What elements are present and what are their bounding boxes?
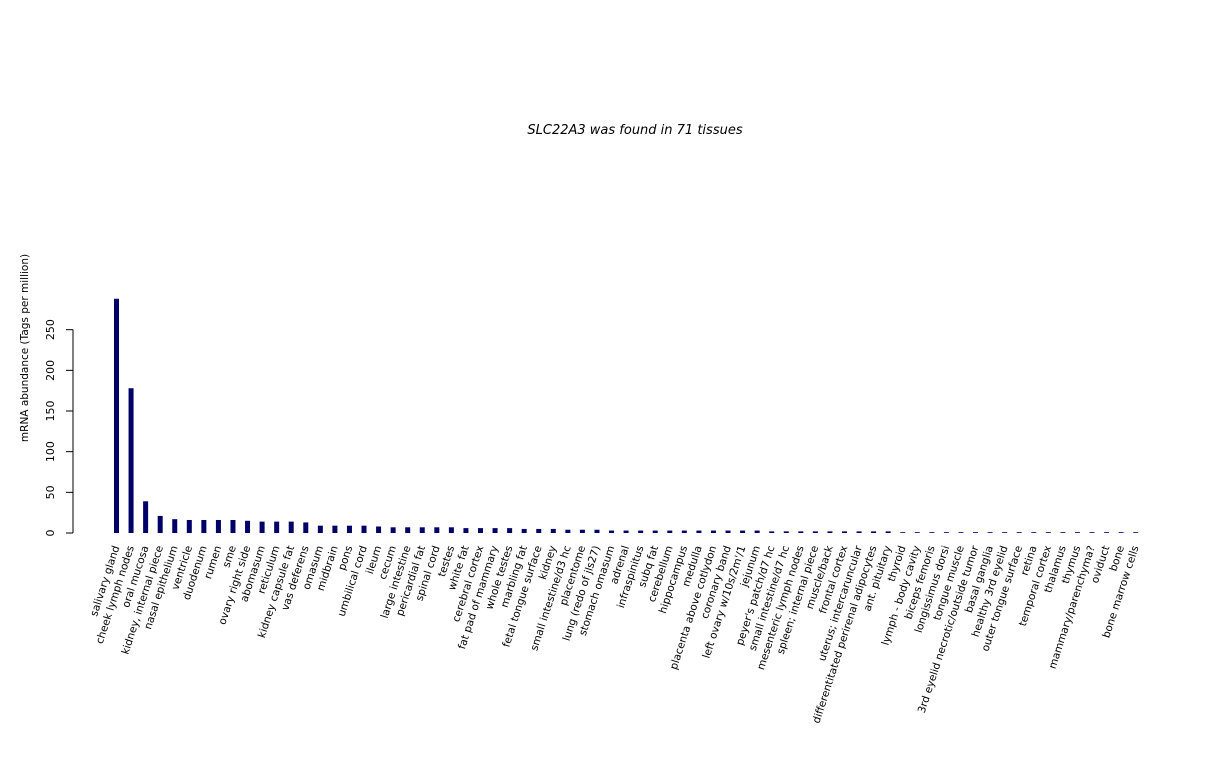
- bar: [827, 531, 833, 533]
- bar: [478, 528, 483, 533]
- bar: [114, 298, 119, 533]
- bar: [871, 531, 877, 533]
- bar: [1133, 532, 1139, 533]
- bar: [623, 530, 629, 533]
- bar: [274, 521, 280, 533]
- bar: [1074, 532, 1080, 533]
- bar: [1060, 532, 1066, 533]
- y-tick-label: 50: [44, 485, 57, 499]
- bar: [652, 530, 658, 533]
- bar: [303, 522, 309, 533]
- bar: [1016, 532, 1022, 533]
- bar: [346, 525, 352, 533]
- bar: [769, 531, 775, 533]
- bar: [1031, 532, 1037, 533]
- bar: [448, 527, 454, 533]
- bar: [565, 529, 571, 533]
- bar: [783, 531, 789, 533]
- bar: [929, 532, 935, 533]
- bar: [172, 519, 178, 533]
- bar: [230, 519, 236, 533]
- bar: [507, 528, 513, 533]
- bar: [128, 388, 134, 533]
- bar: [885, 531, 891, 533]
- bar: [594, 529, 600, 533]
- bar: [1118, 532, 1124, 533]
- bar: [740, 530, 746, 533]
- bar: [521, 528, 527, 533]
- bar: [943, 532, 949, 533]
- bar: [332, 525, 338, 533]
- y-tick-label: 250: [44, 319, 57, 340]
- bar: [1089, 532, 1095, 533]
- bar: [710, 530, 716, 533]
- bar: [376, 526, 382, 533]
- bar: [667, 530, 673, 533]
- bar: [492, 528, 498, 533]
- bar: [900, 532, 906, 533]
- bar: [958, 532, 964, 533]
- bar: [361, 525, 367, 533]
- bar: [245, 520, 251, 533]
- bar: [463, 528, 469, 533]
- bar: [754, 530, 760, 533]
- bar: [696, 530, 702, 533]
- bar: [812, 531, 818, 533]
- bar: [973, 532, 979, 533]
- bar: [842, 531, 847, 533]
- bar: [987, 532, 993, 533]
- y-tick-label: 150: [44, 401, 57, 422]
- y-axis-label: mRNA abundance (Tags per million): [19, 254, 31, 442]
- y-tick-label: 0: [44, 530, 57, 537]
- bars: [114, 298, 1139, 533]
- bar: [579, 529, 585, 533]
- bar: [201, 519, 207, 533]
- bar: [725, 530, 731, 533]
- bar: [638, 530, 644, 533]
- bar: [550, 528, 556, 533]
- bar: [390, 527, 396, 533]
- bar: [609, 530, 615, 533]
- bar: [681, 530, 687, 533]
- bar: [856, 531, 862, 533]
- bar: [157, 515, 163, 533]
- y-tick-label: 100: [44, 441, 57, 462]
- chart-title: SLC22A3 was found in 71 tissues: [527, 123, 742, 138]
- bar: [1045, 532, 1051, 533]
- bar: [143, 501, 149, 533]
- bar: [1002, 532, 1008, 533]
- bar: [215, 519, 221, 533]
- bar: [434, 527, 440, 533]
- bar: [419, 527, 425, 533]
- bar: [1104, 532, 1110, 533]
- bar: [536, 528, 542, 533]
- bar: [914, 532, 920, 533]
- y-axis: 0 50 100 150 200 250: [44, 319, 74, 537]
- bar: [405, 527, 411, 533]
- bar: [186, 519, 192, 533]
- bar: [317, 525, 323, 533]
- y-tick-label: 200: [44, 360, 57, 381]
- bar: [798, 531, 804, 533]
- bar: [288, 521, 294, 533]
- bar: [259, 521, 265, 533]
